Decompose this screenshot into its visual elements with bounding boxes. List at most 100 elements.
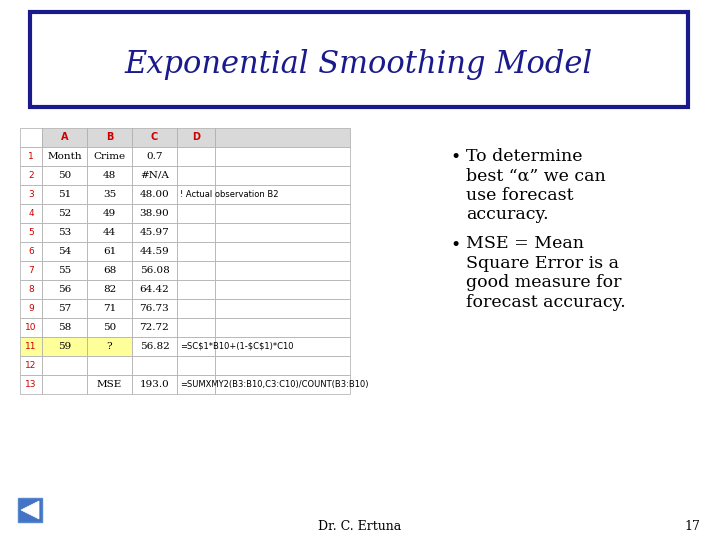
Bar bbox=[20, 261, 42, 280]
Text: =SC$1*B10+(1-$C$1)*C10: =SC$1*B10+(1-$C$1)*C10 bbox=[180, 342, 294, 351]
Bar bbox=[215, 375, 350, 394]
Bar bbox=[132, 185, 177, 204]
Bar bbox=[87, 166, 132, 185]
Bar bbox=[42, 147, 87, 166]
Bar bbox=[20, 318, 42, 337]
Bar bbox=[42, 128, 87, 147]
Bar bbox=[20, 166, 42, 185]
Bar bbox=[42, 318, 87, 337]
Text: 3: 3 bbox=[28, 190, 34, 199]
Text: 55: 55 bbox=[58, 266, 71, 275]
Polygon shape bbox=[21, 501, 39, 519]
Bar bbox=[42, 185, 87, 204]
Bar bbox=[132, 375, 177, 394]
Bar bbox=[20, 128, 42, 147]
Bar bbox=[177, 147, 215, 166]
Bar bbox=[132, 147, 177, 166]
Bar bbox=[42, 223, 87, 242]
Text: 54: 54 bbox=[58, 247, 71, 256]
Bar bbox=[42, 299, 87, 318]
Bar bbox=[87, 223, 132, 242]
Text: B: B bbox=[106, 132, 113, 143]
Bar bbox=[20, 299, 42, 318]
Text: good measure for: good measure for bbox=[466, 274, 621, 291]
Bar bbox=[215, 318, 350, 337]
Text: ! Actual observation B2: ! Actual observation B2 bbox=[180, 190, 279, 199]
Bar bbox=[215, 166, 350, 185]
Text: 17: 17 bbox=[684, 520, 700, 533]
Text: 10: 10 bbox=[25, 323, 37, 332]
Bar bbox=[87, 318, 132, 337]
Text: 38.90: 38.90 bbox=[140, 209, 169, 218]
Bar bbox=[20, 356, 42, 375]
Bar bbox=[132, 318, 177, 337]
Text: best “α” we can: best “α” we can bbox=[466, 167, 606, 184]
Bar bbox=[215, 280, 350, 299]
Bar bbox=[132, 261, 177, 280]
Bar bbox=[42, 356, 87, 375]
Bar bbox=[132, 337, 177, 356]
Text: =SUMXMY2(B3:B10,C3:C10)/COUNT(B3:B10): =SUMXMY2(B3:B10,C3:C10)/COUNT(B3:B10) bbox=[180, 380, 369, 389]
Text: To determine: To determine bbox=[466, 148, 582, 165]
Text: 49: 49 bbox=[103, 209, 116, 218]
Text: 4: 4 bbox=[28, 209, 34, 218]
Bar bbox=[87, 375, 132, 394]
Text: 71: 71 bbox=[103, 304, 116, 313]
Text: 193.0: 193.0 bbox=[140, 380, 169, 389]
Text: •: • bbox=[450, 235, 460, 253]
Text: Exponential Smoothing Model: Exponential Smoothing Model bbox=[125, 49, 593, 80]
Text: 76.73: 76.73 bbox=[140, 304, 169, 313]
Bar bbox=[42, 280, 87, 299]
Bar bbox=[177, 337, 215, 356]
Text: 1: 1 bbox=[28, 152, 34, 161]
Text: Square Error is a: Square Error is a bbox=[466, 255, 619, 272]
Bar bbox=[42, 261, 87, 280]
Text: 61: 61 bbox=[103, 247, 116, 256]
Text: 50: 50 bbox=[103, 323, 116, 332]
Bar bbox=[30, 12, 688, 107]
Text: 58: 58 bbox=[58, 323, 71, 332]
Text: MSE = Mean: MSE = Mean bbox=[466, 235, 584, 253]
Bar bbox=[215, 356, 350, 375]
Text: 0.7: 0.7 bbox=[146, 152, 163, 161]
Text: Month: Month bbox=[48, 152, 82, 161]
Bar bbox=[177, 166, 215, 185]
Text: 48.00: 48.00 bbox=[140, 190, 169, 199]
Text: #N/A: #N/A bbox=[140, 171, 169, 180]
Text: Dr. C. Ertuna: Dr. C. Ertuna bbox=[318, 520, 402, 533]
Bar bbox=[177, 242, 215, 261]
Bar bbox=[132, 280, 177, 299]
Bar bbox=[177, 375, 215, 394]
Bar bbox=[42, 166, 87, 185]
Bar bbox=[132, 128, 177, 147]
Bar bbox=[42, 204, 87, 223]
Text: 11: 11 bbox=[25, 342, 37, 351]
Bar bbox=[215, 242, 350, 261]
Bar bbox=[215, 337, 350, 356]
Bar bbox=[87, 128, 132, 147]
Text: forecast accuracy.: forecast accuracy. bbox=[466, 294, 626, 310]
Text: 56: 56 bbox=[58, 285, 71, 294]
Bar bbox=[42, 375, 87, 394]
Text: •: • bbox=[450, 148, 460, 166]
Bar bbox=[177, 280, 215, 299]
Bar bbox=[87, 337, 132, 356]
Text: MSE: MSE bbox=[97, 380, 122, 389]
Text: 12: 12 bbox=[25, 361, 37, 370]
Text: 50: 50 bbox=[58, 171, 71, 180]
Bar bbox=[215, 147, 350, 166]
Bar bbox=[20, 185, 42, 204]
Text: 45.97: 45.97 bbox=[140, 228, 169, 237]
Bar bbox=[87, 299, 132, 318]
Bar bbox=[132, 242, 177, 261]
Bar bbox=[132, 223, 177, 242]
Text: 7: 7 bbox=[28, 266, 34, 275]
Bar bbox=[87, 242, 132, 261]
Bar bbox=[42, 337, 87, 356]
Bar bbox=[177, 318, 215, 337]
Bar bbox=[215, 223, 350, 242]
Text: 53: 53 bbox=[58, 228, 71, 237]
Bar bbox=[177, 261, 215, 280]
Text: 44: 44 bbox=[103, 228, 116, 237]
Bar bbox=[177, 128, 215, 147]
